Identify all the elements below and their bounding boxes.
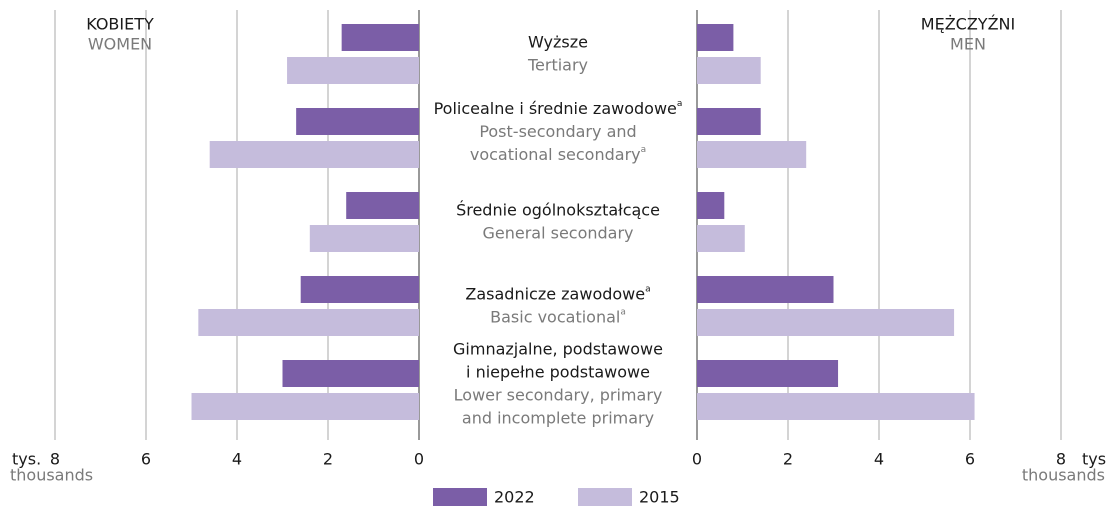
category-label: i niepełne podstawowe <box>466 362 650 381</box>
bar <box>209 141 419 168</box>
x-tick-label: 4 <box>874 450 884 469</box>
category-label-en-text: Basic vocational <box>490 307 620 326</box>
category-label-en-text: General secondary <box>482 223 633 242</box>
category-label: Wyższe <box>528 32 588 51</box>
bar <box>697 276 834 303</box>
bar <box>697 192 725 219</box>
category-label-en-text: Lower secondary, primary <box>454 385 663 404</box>
bar <box>309 225 419 252</box>
category-label-text: Wyższe <box>528 32 588 51</box>
category-label-en: Basic vocationala <box>490 307 626 326</box>
bar <box>697 141 807 168</box>
footnote-mark: a <box>677 99 683 109</box>
x-tick-label: 0 <box>692 450 702 469</box>
category-label: Policealne i średnie zawodowea <box>434 99 683 118</box>
category-label: Zasadnicze zawodowea <box>465 284 650 303</box>
x-tick-label: 0 <box>414 450 424 469</box>
category-label-en-text: Post-secondary and <box>479 122 636 141</box>
category-label-en: Post-secondary and <box>479 122 636 141</box>
bar <box>697 360 839 387</box>
unit-label-en: thousands <box>1022 466 1105 485</box>
category-label-en: Lower secondary, primary <box>454 385 663 404</box>
footnote-mark: a <box>620 307 626 317</box>
unit-label-en: thousands <box>10 466 93 485</box>
category-label-en: vocational secondarya <box>470 145 646 164</box>
bar <box>300 276 419 303</box>
unit-label: tys. <box>1082 450 1107 469</box>
category-label-en-text: vocational secondary <box>470 145 641 164</box>
category-label-en: General secondary <box>482 223 633 242</box>
bar <box>697 393 975 420</box>
panel-subtitle: MEN <box>950 35 986 54</box>
category-label-text: Policealne i średnie zawodowe <box>434 99 677 118</box>
category-label-en-text: and incomplete primary <box>462 408 654 427</box>
category-label: Średnie ogólnokształcące <box>456 200 660 219</box>
bar <box>341 24 419 51</box>
category-label-en: Tertiary <box>527 55 588 74</box>
x-tick-label: 8 <box>1056 450 1066 469</box>
category-label: Gimnazjalne, podstawowe <box>453 339 663 358</box>
panel-title: KOBIETY <box>86 15 154 34</box>
category-label-text: Gimnazjalne, podstawowe <box>453 339 663 358</box>
category-label-en: and incomplete primary <box>462 408 654 427</box>
category-label-text: Średnie ogólnokształcące <box>456 200 660 219</box>
footnote-mark: a <box>641 145 647 155</box>
legend-swatch <box>578 488 632 506</box>
bar <box>697 108 761 135</box>
x-tick-label: 8 <box>50 450 60 469</box>
x-tick-label: 4 <box>232 450 242 469</box>
category-label-text: i niepełne podstawowe <box>466 362 650 381</box>
legend-label: 2022 <box>494 488 535 507</box>
category-label-en-text: Tertiary <box>527 55 588 74</box>
bar <box>697 225 745 252</box>
footnote-mark: a <box>645 284 651 294</box>
bar <box>697 57 761 84</box>
panel-title: MĘŻCZYŹNI <box>921 15 1015 34</box>
bar <box>191 393 419 420</box>
bar <box>198 309 419 336</box>
bar <box>697 309 955 336</box>
legend-label: 2015 <box>639 488 680 507</box>
bar <box>697 24 734 51</box>
panel-subtitle: WOMEN <box>88 35 152 54</box>
x-tick-label: 6 <box>965 450 975 469</box>
bar <box>346 192 419 219</box>
bar <box>296 108 419 135</box>
x-tick-label: 2 <box>783 450 793 469</box>
unit-label: tys. <box>12 450 41 469</box>
x-tick-label: 2 <box>323 450 333 469</box>
legend-swatch <box>433 488 487 506</box>
category-label-text: Zasadnicze zawodowe <box>465 284 645 303</box>
x-tick-label: 6 <box>141 450 151 469</box>
bar <box>287 57 419 84</box>
bar <box>282 360 419 387</box>
